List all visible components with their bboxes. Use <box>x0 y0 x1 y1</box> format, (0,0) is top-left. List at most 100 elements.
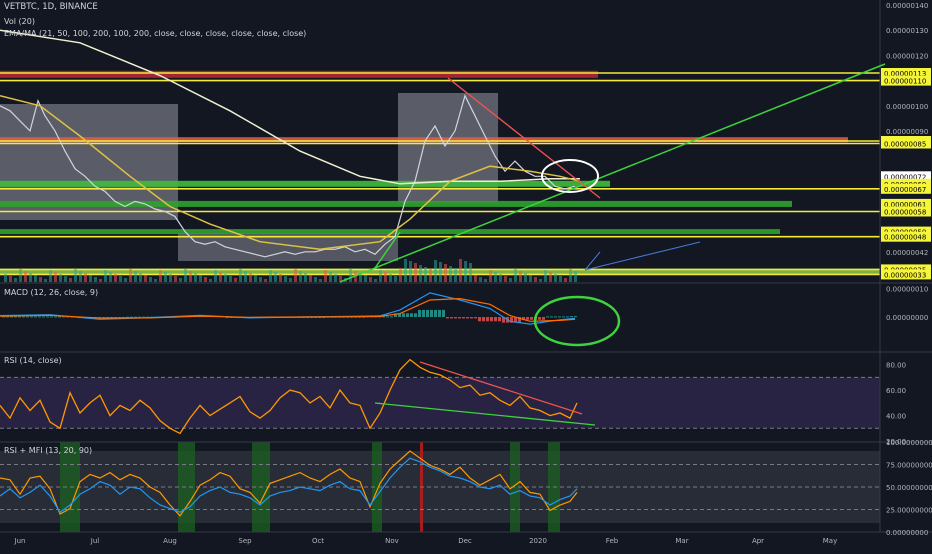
axis-layer: 0.00000140 0.00000130 0.00000120 0.00000100… <box>14 2 932 545</box>
macd-histogram-bar <box>322 317 325 318</box>
volume-bar <box>149 277 152 282</box>
macd-histogram-bar <box>502 317 505 323</box>
macd-histogram-bar <box>522 317 525 320</box>
price-tick-label: 0.00000140 <box>886 2 928 10</box>
volume-bar <box>549 272 552 282</box>
volume-bar <box>159 270 162 282</box>
time-axis-label: Jun <box>14 537 26 545</box>
volume-bar <box>539 279 542 282</box>
macd-histogram-bar <box>478 317 481 322</box>
macd-histogram-bar <box>458 317 461 319</box>
volume-bar <box>44 279 47 282</box>
macd-histogram-bar <box>542 317 545 320</box>
macd-histogram-bar <box>438 309 441 317</box>
volume-bar <box>359 273 362 282</box>
time-axis-label: Apr <box>752 537 764 545</box>
macd-histogram-bar <box>462 317 465 319</box>
price-label-text: 0.00000058 <box>884 209 926 217</box>
volume-bar <box>394 276 397 282</box>
rsi-tick-label: 20.00 <box>886 438 906 446</box>
macd-histogram-bar <box>18 316 21 318</box>
rsimfi-tick-label: 25.00000000 <box>886 507 932 515</box>
volume-bar <box>364 275 367 282</box>
price-label-box <box>881 206 931 217</box>
macd-histogram-bar <box>50 316 53 318</box>
macd-histogram-bar <box>394 313 397 317</box>
volume-bar <box>389 274 392 282</box>
volume-bar <box>289 278 292 282</box>
volume-bar <box>429 269 432 282</box>
volume-bar <box>199 275 202 282</box>
volume-bar <box>499 274 502 282</box>
volume-bar <box>224 274 227 282</box>
price-label-text: 0.00000072 <box>884 173 926 181</box>
price-tick-label: 0.00000090 <box>886 128 928 136</box>
volume-bar <box>184 269 187 282</box>
macd-tick-label: 0.00000010 <box>886 286 928 294</box>
volume-bar <box>399 268 402 282</box>
rsimfi-tick-label: 100.00000000 <box>886 439 932 447</box>
macd-histogram-bar <box>42 316 45 318</box>
time-axis-label: Mar <box>675 537 688 545</box>
volume-bar <box>379 270 382 282</box>
resistance-band-86 <box>0 137 848 143</box>
macd-histogram-bar <box>54 316 57 318</box>
volume-bar <box>444 264 447 282</box>
volume-bar <box>299 271 302 282</box>
volume-bar <box>189 271 192 282</box>
volume-bar <box>129 269 132 282</box>
oversold-zone-4 <box>510 442 520 532</box>
macd-histogram-bar <box>490 317 493 322</box>
rising-trendline <box>339 63 886 283</box>
volume-bar <box>309 275 312 282</box>
volume-bar <box>244 271 247 282</box>
volume-bar <box>204 277 207 282</box>
macd-histogram-bar <box>382 316 385 318</box>
volume-bar <box>284 276 287 282</box>
volume-bar <box>339 276 342 282</box>
rsi-mfi-rsi-line <box>0 457 578 514</box>
projection-line-1 <box>584 241 701 271</box>
price-label-text: 0.00000067 <box>884 186 926 194</box>
macd-histogram-bar <box>390 316 393 318</box>
macd-histogram-bar <box>514 317 517 323</box>
volume-bar <box>329 272 332 282</box>
macd-histogram-bar <box>58 316 61 318</box>
price-label-box <box>881 171 931 182</box>
macd-histogram-bar <box>414 313 417 317</box>
macd-histogram-bar <box>386 316 389 318</box>
volume-bar <box>269 270 272 282</box>
volume-bar <box>414 263 417 282</box>
range-box-2 <box>178 233 398 261</box>
volume-bar <box>314 277 317 282</box>
volume-bar <box>514 269 517 282</box>
volume-bar <box>424 267 427 282</box>
falling-trendline <box>447 77 601 199</box>
volume-bar <box>154 279 157 282</box>
time-axis-label: Aug <box>163 537 177 545</box>
price-label-box <box>881 226 931 237</box>
macd-histogram-bar <box>498 317 501 322</box>
volume-bar <box>489 270 492 282</box>
volume-bar <box>479 277 482 282</box>
volume-bar <box>164 272 167 282</box>
macd-histogram-bar <box>426 309 429 317</box>
volume-bar <box>504 276 507 282</box>
time-axis-label: Dec <box>458 537 472 545</box>
volume-bar <box>384 272 387 282</box>
volume-bar <box>14 278 17 282</box>
range-box-1 <box>0 104 178 220</box>
macd-histogram-bar <box>430 309 433 317</box>
volume-bar <box>494 272 497 282</box>
macd-histogram-bar <box>570 316 573 318</box>
price-label-text: 0.00000033 <box>884 271 926 279</box>
volume-bar <box>174 276 177 282</box>
moving-average-long <box>0 29 580 185</box>
resistance-band-113 <box>0 70 598 78</box>
macd-histogram-bar <box>46 316 49 318</box>
macd-histogram-bar <box>526 317 529 320</box>
volume-bar <box>474 275 477 282</box>
support-band-69 <box>0 180 610 187</box>
volume-bar <box>484 279 487 282</box>
